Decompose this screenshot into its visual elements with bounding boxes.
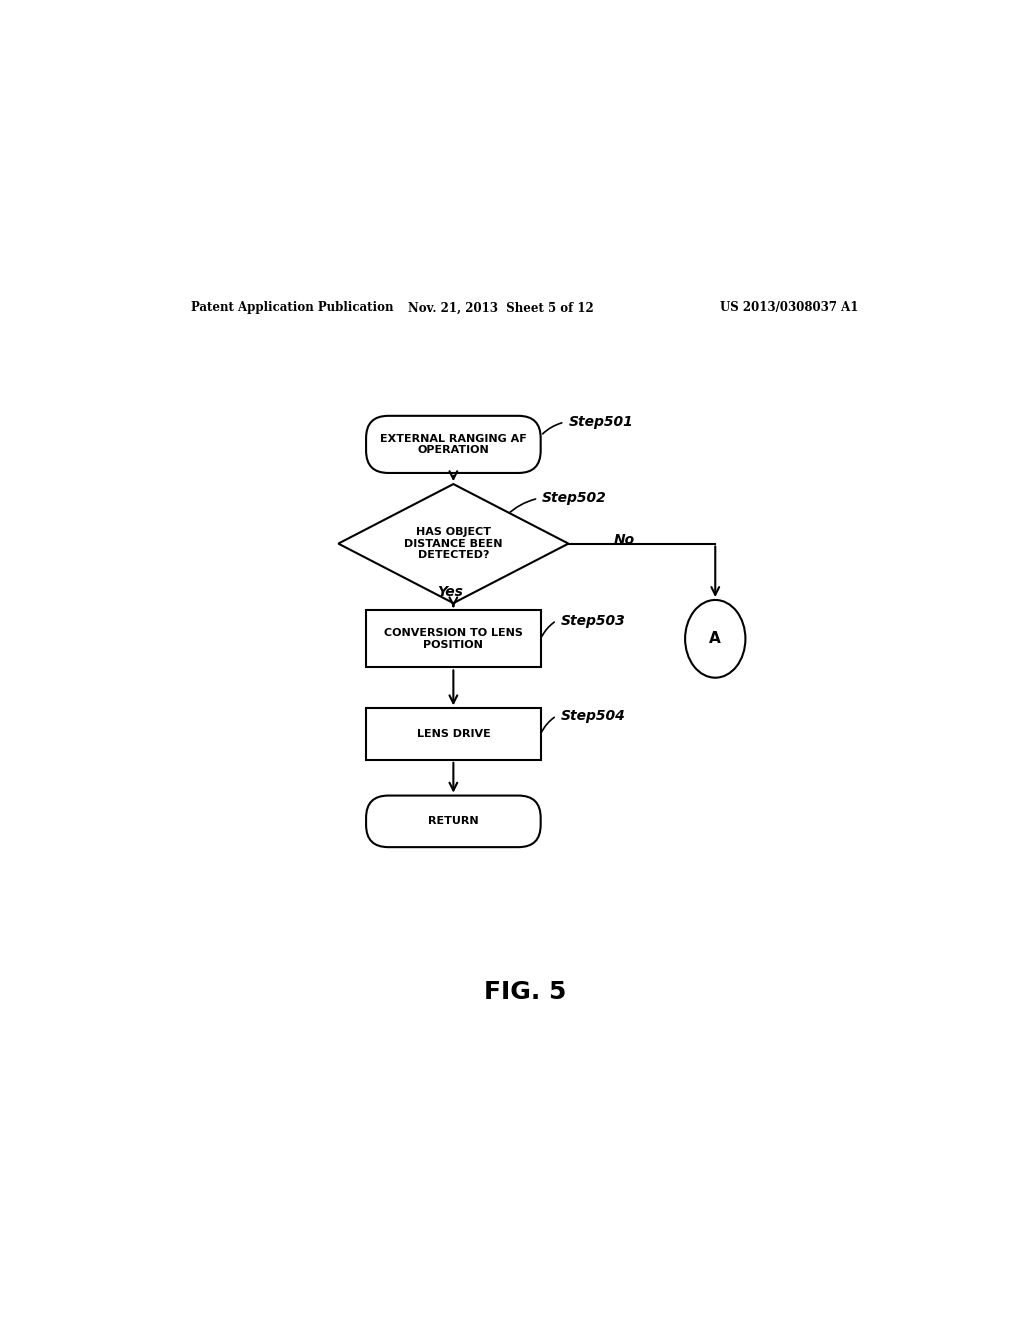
- Text: A: A: [710, 631, 721, 647]
- FancyBboxPatch shape: [367, 796, 541, 847]
- Text: Step501: Step501: [568, 416, 633, 429]
- Text: Yes: Yes: [437, 585, 464, 599]
- Text: US 2013/0308037 A1: US 2013/0308037 A1: [720, 301, 858, 314]
- Bar: [367, 709, 541, 760]
- Bar: [367, 610, 541, 668]
- Text: FIG. 5: FIG. 5: [483, 979, 566, 1005]
- FancyBboxPatch shape: [367, 416, 541, 473]
- Text: Patent Application Publication: Patent Application Publication: [191, 301, 394, 314]
- Text: RETURN: RETURN: [428, 816, 478, 826]
- Text: Step502: Step502: [543, 491, 607, 506]
- Text: Nov. 21, 2013  Sheet 5 of 12: Nov. 21, 2013 Sheet 5 of 12: [409, 301, 594, 314]
- Polygon shape: [338, 484, 568, 603]
- Text: CONVERSION TO LENS
POSITION: CONVERSION TO LENS POSITION: [384, 628, 523, 649]
- Text: Step503: Step503: [560, 614, 626, 627]
- Ellipse shape: [685, 601, 745, 677]
- Text: HAS OBJECT
DISTANCE BEEN
DETECTED?: HAS OBJECT DISTANCE BEEN DETECTED?: [404, 527, 503, 560]
- Text: Step504: Step504: [560, 709, 626, 723]
- Text: EXTERNAL RANGING AF
OPERATION: EXTERNAL RANGING AF OPERATION: [380, 433, 526, 455]
- Text: LENS DRIVE: LENS DRIVE: [417, 729, 490, 739]
- Text: No: No: [613, 533, 635, 548]
